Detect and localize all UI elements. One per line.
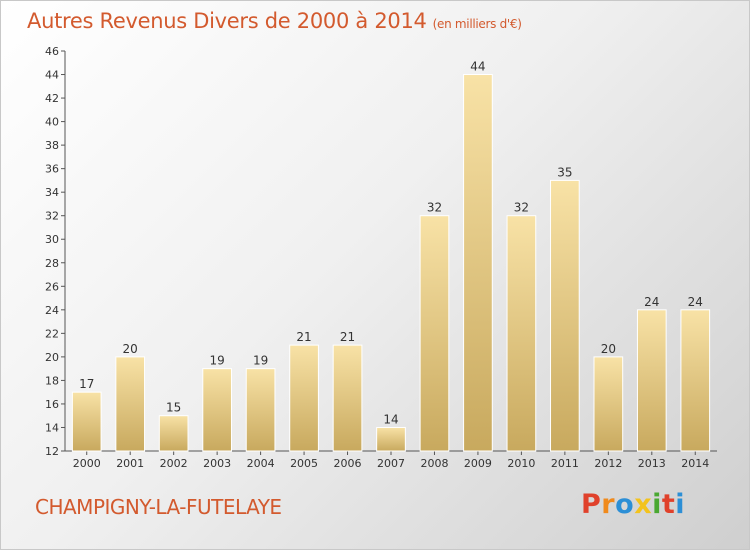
commune-name: CHAMPIGNY-LA-FUTELAYE	[35, 495, 282, 519]
x-tick-label: 2003	[203, 457, 231, 470]
bar	[506, 215, 537, 452]
data-label: 24	[688, 295, 703, 309]
x-tick-label: 2008	[420, 457, 448, 470]
logo-letter: P	[581, 489, 602, 520]
chart-title: Autres Revenus Divers de 2000 à 2014 (en …	[27, 9, 522, 33]
y-tick-label: 22	[45, 327, 59, 340]
y-tick-label: 42	[45, 92, 59, 105]
data-label: 19	[209, 354, 224, 368]
bar	[419, 215, 450, 452]
y-tick-label: 12	[45, 445, 59, 458]
x-tick-label: 2013	[638, 457, 666, 470]
x-tick-label: 2002	[160, 457, 188, 470]
data-label: 44	[470, 60, 485, 74]
bar	[71, 391, 102, 452]
x-tick-label: 2006	[334, 457, 362, 470]
data-label: 15	[166, 401, 181, 415]
y-tick-label: 26	[45, 280, 59, 293]
data-label: 24	[644, 295, 659, 309]
data-label: 21	[296, 330, 311, 344]
y-tick-label: 30	[45, 233, 59, 246]
y-tick-label: 24	[45, 304, 59, 317]
y-tick-label: 38	[45, 139, 59, 152]
x-tick-label: 2009	[464, 457, 492, 470]
x-tick-label: 2014	[681, 457, 709, 470]
data-label: 21	[340, 330, 355, 344]
x-tick-label: 2001	[116, 457, 144, 470]
y-tick-label: 28	[45, 257, 59, 270]
x-tick-label: 2007	[377, 457, 405, 470]
x-tick-label: 2000	[73, 457, 101, 470]
y-tick-label: 40	[45, 116, 59, 129]
data-label: 32	[514, 201, 529, 215]
y-tick-label: 44	[45, 69, 59, 82]
x-tick-label: 2011	[551, 457, 579, 470]
bar	[550, 179, 580, 452]
y-tick-label: 32	[45, 210, 59, 223]
data-label: 32	[427, 201, 442, 215]
chart-title-text: Autres Revenus Divers de 2000 à 2014	[27, 9, 427, 33]
chart-bars: 17 20 15 19 19 21 21 14 32 44 32 35 20 24 24	[71, 60, 711, 452]
bar	[245, 368, 276, 452]
bar	[332, 344, 363, 452]
y-tick-label: 14	[45, 421, 59, 434]
data-label: 19	[253, 354, 268, 368]
y-tick-label: 20	[45, 351, 59, 364]
logo-letter: x	[634, 489, 653, 520]
proxiti-logo[interactable]: Proxiti	[581, 489, 685, 520]
logo-letter: r	[601, 489, 616, 520]
chart-unit: (en milliers d'€)	[432, 17, 522, 31]
logo-letter: i	[652, 489, 662, 520]
data-label: 20	[123, 342, 138, 356]
y-tick-label: 16	[45, 398, 59, 411]
chart-axes: 12 14 16 18 20 22 24 26 28 30 32 34 36 38 40 42 44 46 2000…	[45, 45, 717, 470]
y-tick-label: 36	[45, 163, 59, 176]
bar	[680, 309, 711, 452]
data-label: 14	[383, 412, 398, 426]
y-tick-label: 46	[45, 45, 59, 58]
y-tick-label: 34	[45, 186, 59, 199]
bar	[636, 309, 667, 452]
x-tick-label: 2010	[507, 457, 535, 470]
data-label: 35	[557, 165, 572, 179]
bar	[202, 368, 232, 452]
data-label: 17	[79, 377, 94, 391]
x-tick-label: 2005	[290, 457, 318, 470]
x-tick-label: 2012	[594, 457, 622, 470]
x-tick-label: 2004	[247, 457, 275, 470]
bar	[593, 356, 624, 452]
logo-letter: o	[615, 489, 635, 520]
bar	[376, 426, 406, 452]
bar	[158, 415, 189, 452]
logo-letter: i	[675, 489, 686, 520]
data-label: 20	[601, 342, 616, 356]
bar	[463, 74, 493, 452]
logo-letter: t	[661, 489, 676, 520]
y-tick-label: 18	[45, 374, 59, 387]
bar	[289, 344, 319, 452]
bar	[115, 356, 146, 452]
